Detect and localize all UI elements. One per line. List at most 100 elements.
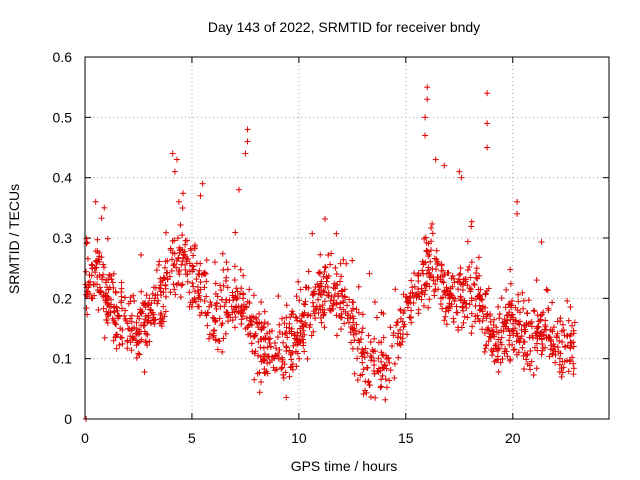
data-point [204,322,211,329]
data-point [464,314,471,321]
data-point [191,295,198,302]
data-point [399,338,406,345]
data-point [322,264,329,271]
data-point [549,299,556,306]
data-point [392,286,399,293]
data-point [390,329,397,336]
data-point [338,273,345,280]
data-point [471,281,478,288]
data-point [515,291,522,298]
data-point [349,257,356,264]
data-point [364,364,371,371]
data-point [110,337,117,344]
data-point [433,247,440,254]
data-point [429,220,436,227]
data-point [245,331,252,338]
data-point [256,310,263,317]
data-point [554,344,561,351]
data-point [296,337,303,344]
data-point [328,293,335,300]
data-point [469,323,476,330]
data-point [294,317,301,324]
data-point [414,272,421,279]
data-point [146,295,153,302]
data-point [505,301,512,308]
data-point [514,210,521,217]
data-point [489,348,496,355]
data-point [290,311,297,318]
data-point [292,339,299,346]
data-point [475,254,482,261]
data-point [125,300,132,307]
data-point [264,360,271,367]
data-point [565,317,572,324]
data-point [521,338,528,345]
data-point [494,347,501,354]
data-point [325,252,332,259]
data-point [387,324,394,331]
data-point [484,311,491,318]
data-point [438,262,445,269]
data-point [539,311,546,318]
data-point [139,308,146,315]
data-point [110,270,117,277]
data-point [407,299,414,306]
data-point [358,329,365,336]
data-point [487,318,494,325]
data-point [94,248,101,255]
data-point [451,295,458,302]
data-point [416,293,423,300]
data-point [546,353,553,360]
data-point [104,319,111,326]
data-point [261,357,268,364]
data-point [212,280,219,287]
data-point [233,285,240,292]
data-point [177,221,184,228]
data-point [432,286,439,293]
data-point [514,330,521,337]
data-point [361,387,368,394]
data-point [197,296,204,303]
data-point [242,303,249,310]
y-axis-label: SRMTID / TECUs [6,184,22,294]
data-point [300,323,307,330]
data-point [370,348,377,355]
data-point [522,328,529,335]
axis-ticks: 0 0.1 0.2 0.3 0.4 0.5 0.6 0 5 10 15 20 [53,49,609,446]
data-point [222,330,229,337]
data-point [146,338,153,345]
data-point [371,335,378,342]
data-point [530,307,537,314]
data-point [175,198,182,205]
data-point [113,345,120,352]
grid-lines [85,57,609,419]
data-point [476,292,483,299]
data-point [468,259,475,266]
data-point [362,378,369,385]
data-point [465,266,472,273]
data-point [299,336,306,343]
data-point [455,276,462,283]
data-point [429,230,436,237]
data-point [223,259,230,266]
data-point [354,377,361,384]
data-point [118,299,125,306]
data-point [250,292,257,299]
data-point [199,180,206,187]
data-point [331,292,338,299]
data-point [443,321,450,328]
data-point [386,359,393,366]
data-point [210,334,217,341]
data-point [337,314,344,321]
data-point [331,280,338,287]
data-point [419,289,426,296]
data-point [450,315,457,322]
data-point [490,322,497,329]
data-point [444,288,451,295]
data-point [357,372,364,379]
data-point [513,351,520,358]
data-point [161,313,168,320]
data-point [495,329,502,336]
data-point [419,258,426,265]
data-point [153,267,160,274]
